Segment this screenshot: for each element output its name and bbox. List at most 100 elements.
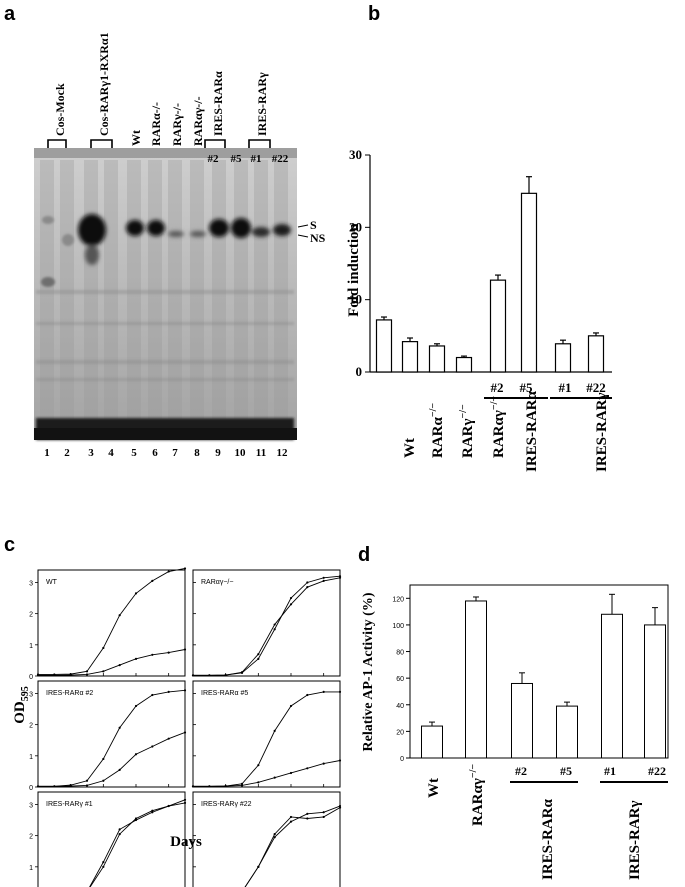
bracket-ires-rarg: [248, 139, 271, 148]
chart-d-ytick-label: 0: [400, 756, 404, 763]
chart-c-point: [118, 614, 121, 617]
chart-c-point: [208, 674, 211, 677]
chart-d-xtick-label: #5: [560, 764, 572, 778]
chart-d-bar: [556, 705, 578, 759]
panel-b-label: b: [368, 3, 380, 25]
chart-b-xtick-label: #2: [491, 380, 504, 395]
chart-b-xtick-label: #1: [559, 380, 572, 395]
chart-d-category-label: RARαγ−/−: [468, 764, 486, 826]
group-label-cos-mock: Cos-Mock: [53, 83, 67, 136]
chart-c-subplot-title: IRES-RARγ #1: [46, 801, 93, 808]
gel-image: [34, 148, 297, 440]
chart-b-xtick-label: #22: [586, 380, 606, 395]
chart-c-point: [102, 779, 105, 782]
chart-c-point: [134, 704, 138, 708]
chart-c-point: [167, 804, 170, 808]
chart-c-point: [134, 817, 138, 820]
chart-c-point: [183, 567, 187, 570]
chart-b-bar: [587, 335, 605, 373]
group-label-ires-rara: IRES-RARα: [211, 71, 225, 136]
chart-b-ytick-label: 10: [349, 292, 362, 307]
chart-c-point: [240, 782, 244, 785]
chart-d-ylabel: Relative AP-1 Activity (%): [361, 592, 376, 751]
lane-top-22: #22: [272, 153, 289, 165]
lane-top-rarg: RARγ-/-: [170, 103, 184, 146]
lane-number-1: 1: [44, 447, 50, 459]
lane-number-7: 7: [172, 447, 178, 459]
chart-c-point: [53, 674, 56, 677]
lane-top-5: #5: [231, 153, 243, 165]
chart-c-point: [183, 801, 187, 805]
lane-number-10: 10: [235, 447, 247, 459]
lane-number-8: 8: [194, 447, 200, 459]
chart-c-point: [183, 689, 187, 692]
chart-c-point: [134, 657, 138, 660]
chart-c-point: [69, 673, 72, 677]
chart-c-series-line: [89, 802, 186, 887]
band-label-ns: NS: [310, 231, 326, 245]
chart-b-bar: [455, 356, 473, 373]
chart-d-xtick-label: #2: [515, 764, 527, 778]
chart-d-bar: [644, 624, 666, 759]
chart-c-point: [338, 806, 342, 809]
chart-c-point: [289, 820, 293, 823]
chart-d-xtick-label: #22: [648, 764, 666, 778]
chart-c-point: [289, 815, 293, 819]
chart-c-series-line: [38, 689, 186, 787]
chart-c-subplot-title: RARαγ−/−: [201, 579, 233, 586]
chart-d-bar: [465, 600, 487, 759]
chart-c-subplot-title: IRES-RARα #5: [201, 690, 248, 697]
chart-c-point: [306, 581, 309, 584]
chart-b-bar: [489, 279, 507, 373]
chart-b-bar: [520, 192, 538, 373]
chart-c-series-line: [193, 760, 341, 787]
chart-c-ytick-label: 1: [29, 643, 33, 650]
chart-b-category-label: RARα−/−: [428, 403, 446, 458]
gel-top-labels: [47, 139, 271, 148]
chart-c-ytick-label: 0: [29, 674, 33, 681]
chart-c-point: [191, 674, 195, 677]
chart-b-category-label: RARγ−/−: [458, 404, 476, 458]
chart-c-series-line: [244, 805, 341, 887]
chart-b: 0 10 20 30 Fold induction #2 #5 #1 #22 Wt RARα−/− R…: [346, 147, 612, 472]
chart-b-bar: [554, 343, 572, 373]
chart-c-point: [85, 779, 89, 782]
chart-c-point: [322, 811, 325, 814]
chart-c-ytick-label: 0: [29, 785, 33, 792]
chart-c-point: [36, 785, 40, 788]
chart-c-series-line: [38, 649, 186, 676]
chart-c-point: [322, 690, 325, 694]
chart-b-ytick-label: 0: [356, 364, 363, 379]
chart-c-point: [134, 818, 138, 822]
chart-c-point: [167, 570, 170, 573]
chart-c-point: [208, 785, 211, 788]
chart-c-point: [257, 657, 260, 660]
chart-c-point: [338, 690, 342, 694]
chart-c-frame: [37, 569, 186, 677]
chart-c-xlabel: Days: [170, 834, 202, 850]
chart-c-point: [224, 784, 227, 788]
chart-c-frame: [192, 569, 341, 677]
chart-c-point: [134, 592, 138, 595]
chart-c-point: [240, 671, 244, 674]
chart-c-point: [167, 651, 170, 654]
chart-c-point: [322, 815, 325, 819]
chart-b-bar: [375, 319, 393, 373]
lane-top-wt: Wt: [129, 130, 143, 146]
chart-c-point: [118, 832, 121, 836]
lane-top-rarag: RARαγ-/-: [191, 96, 205, 146]
band-label-s: S: [310, 218, 317, 232]
chart-c-point: [102, 670, 105, 673]
chart-c-point: [118, 726, 121, 729]
chart-c-frame: [192, 680, 341, 788]
chart-c-point: [118, 768, 121, 771]
chart-c-point: [322, 576, 325, 579]
chart-c-subplot-title: WT: [46, 579, 58, 586]
chart-c-point: [191, 785, 195, 788]
chart-b-category-label: RARαγ−/−: [489, 396, 507, 458]
chart-c-point: [289, 603, 293, 606]
chart-c-point: [289, 596, 293, 600]
lane-number-2: 2: [64, 447, 70, 459]
chart-c-point: [306, 767, 309, 770]
